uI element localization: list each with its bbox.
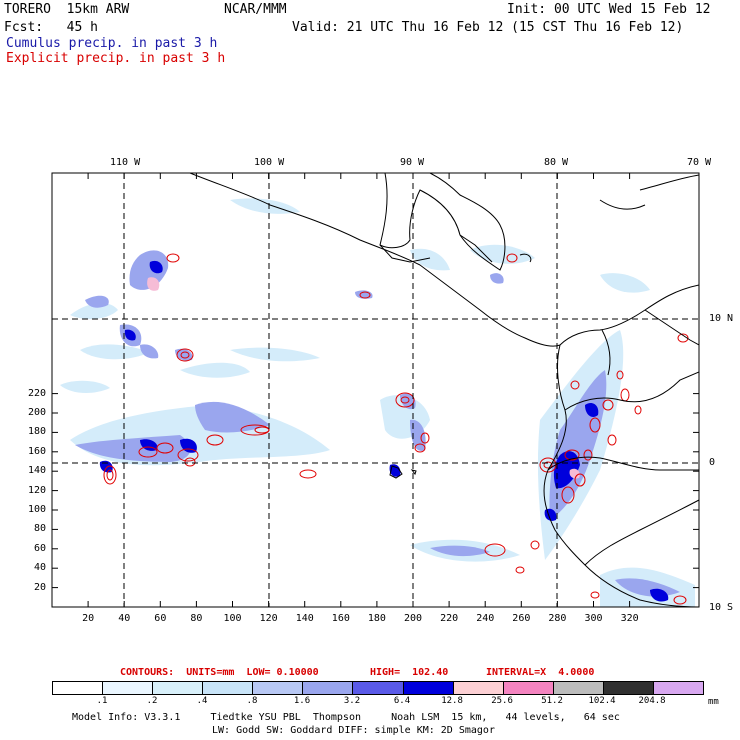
x-tick-label: 220 [440,613,459,624]
y-tick-label: 20 [34,581,47,593]
model-title: TORERO 15km ARW [4,2,130,17]
colorbar-swatch [202,682,253,694]
y-tick-label: 100 [28,504,47,515]
colorbar-swatch [152,682,203,694]
x-tick-label: 100 [223,613,242,624]
colorbar-label: 6.4 [393,696,411,706]
colorbar-swatch [252,682,303,694]
lat-label-10n: 10 N [709,313,734,324]
y-tick-label: 40 [34,562,47,574]
x-tick-label: 80 [190,613,203,624]
colorbar-label: .4 [196,696,208,706]
model-info: Model Info: V3.3.1 Tiedtke YSU PBL Thomp… [72,712,620,723]
x-tick-label: 300 [584,613,603,624]
x-tick-label: 120 [259,613,278,624]
y-tick-label: 60 [34,542,47,554]
x-tick-label: 20 [82,613,95,624]
lon-label-80w: 80 W [544,157,569,168]
y-tick-label: 120 [28,484,47,496]
colorbar-swatch [652,682,704,694]
x-tick-label: 320 [620,613,639,624]
contours-info: CONTOURS: UNITS=mm LOW= 0.10000 [120,667,319,678]
y-tick-label: 140 [28,465,47,477]
init-time: Init: 00 UTC Wed 15 Feb 12 [507,2,711,17]
colorbar-swatch [402,682,453,694]
org-label: NCAR/MMM [224,2,287,17]
x-tick-label: 40 [118,613,131,624]
colorbar-swatch [302,682,353,694]
colorbar-swatch [352,682,403,694]
y-tick-label: 200 [28,407,47,418]
x-tick-label: 240 [476,613,495,624]
x-tick-label: 60 [154,613,167,624]
y-tick-label: 220 [28,387,47,399]
colorbar-swatch [502,682,553,694]
x-tick-label: 200 [404,613,423,624]
x-tick-label: 280 [548,613,567,624]
cumulus-precip-label: Cumulus precip. in past 3 h [6,36,218,51]
lat-lon-grid [52,173,699,607]
lon-label-100w: 100 W [254,157,285,168]
explicit-precip-label: Explicit precip. in past 3 h [6,51,226,66]
coastlines [189,173,699,607]
map-content [52,173,699,607]
colorbar-label: 204.8 [638,696,666,706]
colorbar-swatch [53,682,103,694]
colorbar-label: .8 [246,696,258,706]
colorbar-unit: mm [708,697,719,707]
colorbar-swatch [102,682,153,694]
y-tick-label: 160 [28,445,47,457]
explicit-precip-contours [103,253,689,605]
lon-label-110w: 110 W [110,157,141,168]
colorbar-swatch [602,682,653,694]
valid-time: Valid: 21 UTC Thu 16 Feb 12 (15 CST Thu … [292,20,684,35]
colorbar-swatch [452,682,503,694]
lat-label-0: 0 [709,457,716,468]
x-tick-label: 260 [512,613,531,624]
forecast-hour: Fcst: 45 h [4,20,98,35]
colorbar-label: .1 [96,696,108,706]
lat-label-10s: 10 S [709,602,734,613]
colorbar-label: 25.6 [491,696,513,706]
colorbar-label: .2 [146,696,158,706]
lon-label-70w: 70 W [687,157,712,168]
colorbar-label: 12.8 [441,696,463,706]
y-tick-marks [52,393,699,589]
physics-info: LW: Godd SW: Goddard DIFF: simple KM: 2D… [212,725,495,736]
y-tick-label: 80 [34,523,47,535]
colorbar-swatch [552,682,603,694]
precip-colorbar [52,681,704,695]
x-tick-label: 140 [295,613,314,624]
x-tick-marks [87,173,631,607]
contours-high: HIGH= 102.40 [370,667,449,678]
colorbar-label: 1.6 [293,696,311,706]
x-tick-label: 160 [331,613,350,624]
colorbar-label: 3.2 [343,696,361,706]
precip-pink-pockets [147,277,580,479]
colorbar-label: 102.4 [588,696,616,706]
map-frame [51,172,700,608]
x-tick-label: 180 [367,613,386,624]
colorbar-label: 51.2 [541,696,563,706]
y-tick-label: 180 [28,426,47,438]
contours-interval: INTERVAL=X 4.0000 [486,667,595,678]
lon-label-90w: 90 W [400,157,425,168]
